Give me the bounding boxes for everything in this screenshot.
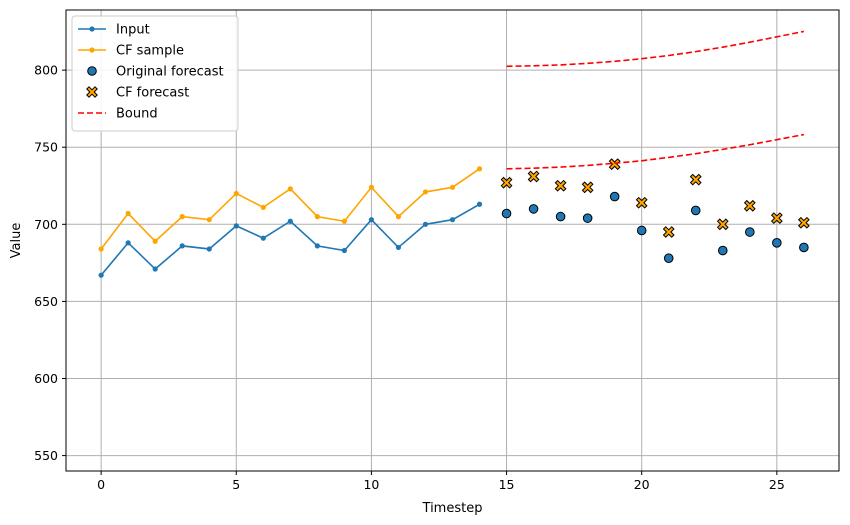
cf-forecast-point bbox=[581, 181, 594, 194]
original-forecast-point bbox=[636, 225, 647, 236]
original-forecast-point bbox=[663, 253, 674, 264]
cf-forecast-point bbox=[608, 158, 621, 171]
cf-sample-point bbox=[314, 214, 320, 220]
legend-input-marker bbox=[89, 26, 95, 32]
original-forecast-point bbox=[799, 242, 809, 253]
original-forecast-point bbox=[582, 213, 593, 223]
cf-sample-point bbox=[422, 189, 429, 195]
cf-sample-point bbox=[98, 246, 104, 252]
cf-forecast-point bbox=[743, 199, 756, 212]
input-point bbox=[476, 201, 483, 207]
input-point bbox=[206, 246, 212, 252]
legend-box bbox=[71, 15, 239, 132]
x-tick-label: 5 bbox=[232, 477, 240, 492]
cf-sample-point bbox=[179, 214, 185, 220]
input-point bbox=[422, 221, 429, 227]
cf-sample-point bbox=[152, 238, 158, 244]
cf-forecast-point bbox=[716, 218, 729, 231]
legend-bound-label: Bound bbox=[116, 107, 158, 122]
cf-forecast-point bbox=[689, 173, 702, 186]
y-tick-label: 550 bbox=[34, 448, 58, 463]
original-forecast-point bbox=[501, 208, 512, 219]
plot-frame bbox=[65, 9, 840, 472]
original-forecast-point bbox=[690, 205, 701, 216]
input-point bbox=[395, 244, 402, 251]
input-point bbox=[125, 240, 131, 246]
y-tick-label: 700 bbox=[34, 217, 58, 232]
y-tick-label: 750 bbox=[34, 140, 58, 155]
input-point bbox=[179, 243, 185, 249]
y-tick-label: 600 bbox=[34, 371, 58, 386]
input-point bbox=[341, 247, 347, 254]
cf-sample-point bbox=[449, 184, 456, 190]
cf-sample-point bbox=[287, 186, 293, 192]
legend-cf-forecast-label: CF forecast bbox=[116, 86, 189, 101]
input-point bbox=[314, 243, 320, 249]
legend-original-forecast-marker bbox=[87, 66, 97, 76]
cf-forecast-point bbox=[500, 176, 513, 189]
cf-sample-line bbox=[100, 168, 480, 250]
axis-ticks: 0 5 10 15 20 25 550 600 650 700 750 800 bbox=[34, 63, 785, 492]
original-forecast-point bbox=[772, 238, 782, 248]
cf-forecast-point bbox=[554, 179, 567, 192]
cf-sample-point bbox=[125, 210, 131, 217]
legend-cf-sample-label: CF sample bbox=[116, 44, 184, 59]
x-tick-label: 25 bbox=[769, 477, 785, 492]
cf-forecast-point bbox=[527, 170, 540, 183]
cf-sample-point bbox=[395, 214, 402, 220]
original-forecast-point bbox=[745, 227, 755, 237]
cf-forecast-point bbox=[770, 212, 783, 225]
x-tick-label: 0 bbox=[97, 477, 105, 492]
x-tick-label: 15 bbox=[499, 477, 515, 492]
x-tick-label: 20 bbox=[634, 477, 650, 492]
cf-sample-point bbox=[368, 184, 375, 190]
input-point bbox=[260, 235, 266, 241]
cf-forecast-point bbox=[662, 226, 675, 238]
legend-cf-forecast-marker bbox=[86, 86, 98, 98]
bound-line bbox=[506, 30, 805, 68]
cf-forecast-point bbox=[635, 196, 648, 209]
input-point bbox=[368, 217, 375, 223]
original-forecast-point bbox=[555, 211, 566, 222]
cf-sample-point bbox=[233, 190, 239, 197]
input-point bbox=[233, 223, 239, 229]
cf-sample-point bbox=[341, 218, 347, 224]
cf-sample-point bbox=[260, 204, 266, 210]
input-point bbox=[152, 266, 158, 272]
original-forecast-point bbox=[528, 204, 539, 214]
input-point bbox=[98, 272, 104, 278]
input-point bbox=[449, 217, 456, 223]
x-axis-label: Timestep bbox=[422, 501, 483, 516]
y-axis-label: Value bbox=[9, 223, 24, 259]
cf-sample-point bbox=[476, 166, 483, 172]
cf-sample-point bbox=[206, 217, 212, 223]
legend-original-forecast-label: Original forecast bbox=[116, 65, 224, 80]
plot-series bbox=[98, 30, 810, 278]
input-point bbox=[287, 218, 293, 224]
legend-cf-sample-marker bbox=[89, 47, 95, 53]
y-tick-label: 650 bbox=[34, 294, 58, 309]
original-forecast-point bbox=[609, 191, 620, 202]
legend: Input CF sample Original forecast CF foreca… bbox=[71, 15, 239, 132]
cf-forecast-point bbox=[797, 216, 810, 229]
original-forecast-point bbox=[717, 245, 728, 256]
y-tick-label: 800 bbox=[34, 63, 58, 78]
x-tick-label: 10 bbox=[363, 477, 379, 492]
bound-line bbox=[506, 133, 805, 170]
legend-input-label: Input bbox=[116, 23, 150, 38]
